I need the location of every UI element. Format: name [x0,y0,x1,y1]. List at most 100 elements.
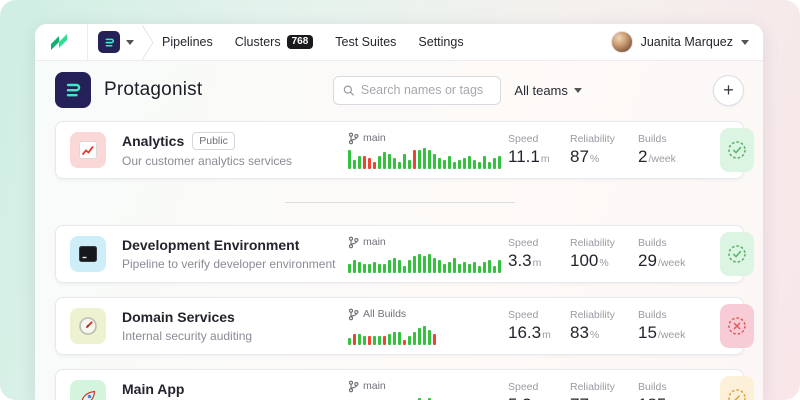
build-bar[interactable] [463,261,466,273]
build-bar[interactable] [468,155,471,169]
build-bar[interactable] [358,261,361,273]
build-bar[interactable] [403,339,406,345]
status-badge[interactable] [720,376,754,400]
build-bar[interactable] [478,161,481,169]
search-input[interactable] [360,83,492,97]
build-bar[interactable] [363,155,366,169]
build-bar[interactable] [398,161,401,169]
build-bar[interactable] [488,161,491,169]
build-bar[interactable] [363,263,366,273]
build-bar[interactable] [353,259,356,273]
build-bar[interactable] [473,261,476,273]
build-bar[interactable] [423,147,426,169]
build-bar[interactable] [418,253,421,273]
build-bar[interactable] [368,263,371,273]
build-bar[interactable] [418,149,421,169]
build-bar[interactable] [453,257,456,273]
build-bar[interactable] [498,259,501,273]
build-bar[interactable] [448,261,451,273]
build-bar[interactable] [423,255,426,273]
pipeline-card[interactable]: Main App Pipeline for our main applicati… [55,369,754,400]
buildkite-logo[interactable] [35,24,88,60]
build-bar[interactable] [393,257,396,273]
build-bar[interactable] [413,331,416,345]
build-bar[interactable] [408,335,411,345]
build-bar[interactable] [398,259,401,273]
build-bar[interactable] [388,333,391,345]
user-menu[interactable]: Juanita Marquez [610,31,763,53]
build-bar[interactable] [413,149,416,169]
build-bar[interactable] [468,263,471,273]
build-bar[interactable] [408,259,411,273]
build-bar[interactable] [418,327,421,345]
build-bar[interactable] [488,259,491,273]
build-bar[interactable] [428,329,431,345]
build-bar[interactable] [383,263,386,273]
build-bar[interactable] [368,157,371,169]
build-bar[interactable] [443,159,446,169]
pipeline-name[interactable]: Analytics [122,133,185,149]
build-bar[interactable] [433,153,436,169]
build-bar[interactable] [458,159,461,169]
build-bar[interactable] [483,155,486,169]
build-bar[interactable] [428,397,431,400]
pipeline-card[interactable]: Analytics Public Our customer analytics … [55,121,754,179]
pipeline-card[interactable]: Domain Services Internal security auditi… [55,297,754,355]
search-box[interactable] [333,75,502,105]
build-bar[interactable] [398,331,401,345]
pipeline-name[interactable]: Main App [122,381,185,397]
pipeline-name[interactable]: Domain Services [122,309,235,325]
build-bar[interactable] [363,335,366,345]
build-bar[interactable] [383,335,386,345]
status-badge[interactable] [720,304,754,348]
build-bar[interactable] [373,335,376,345]
build-bar[interactable] [448,155,451,169]
build-bar[interactable] [348,337,351,345]
build-bar[interactable] [438,157,441,169]
build-bar[interactable] [473,159,476,169]
build-bar[interactable] [388,259,391,273]
build-bar[interactable] [403,153,406,169]
build-bar[interactable] [378,263,381,273]
build-bar[interactable] [358,333,361,345]
build-bar[interactable] [393,157,396,169]
nav-item-clusters[interactable]: Clusters 768 [235,35,314,49]
build-bar[interactable] [478,265,481,273]
build-bar[interactable] [423,325,426,345]
build-bar[interactable] [453,161,456,169]
status-badge[interactable] [720,128,754,172]
build-bar[interactable] [463,157,466,169]
build-bar[interactable] [378,155,381,169]
build-bar[interactable] [483,261,486,273]
build-bar[interactable] [498,155,501,169]
build-bar[interactable] [458,263,461,273]
pipeline-card[interactable]: Development Environment Pipeline to veri… [55,225,754,283]
build-bar[interactable] [438,259,441,273]
build-bar[interactable] [433,333,436,345]
build-bar[interactable] [373,261,376,273]
build-bar[interactable] [433,257,436,273]
build-bar[interactable] [428,149,431,169]
new-pipeline-button[interactable]: + [712,74,744,106]
build-bar[interactable] [403,265,406,273]
build-bar[interactable] [383,151,386,169]
build-bar[interactable] [368,335,371,345]
nav-item-settings[interactable]: Settings [418,35,463,49]
build-bar[interactable] [353,159,356,169]
nav-item-test-suites[interactable]: Test Suites [335,35,396,49]
build-bar[interactable] [353,333,356,345]
build-bar[interactable] [493,157,496,169]
build-bar[interactable] [393,331,396,345]
teams-filter-dropdown[interactable]: All teams [514,83,582,98]
nav-item-pipelines[interactable]: Pipelines [162,35,213,49]
build-bar[interactable] [493,265,496,273]
build-bar[interactable] [348,149,351,169]
build-bar[interactable] [418,397,421,400]
pipeline-name[interactable]: Development Environment [122,237,300,253]
build-bar[interactable] [378,335,381,345]
build-bar[interactable] [408,159,411,169]
status-badge[interactable] [720,232,754,276]
build-bar[interactable] [443,263,446,273]
build-bar[interactable] [358,155,361,169]
build-bar[interactable] [428,253,431,273]
